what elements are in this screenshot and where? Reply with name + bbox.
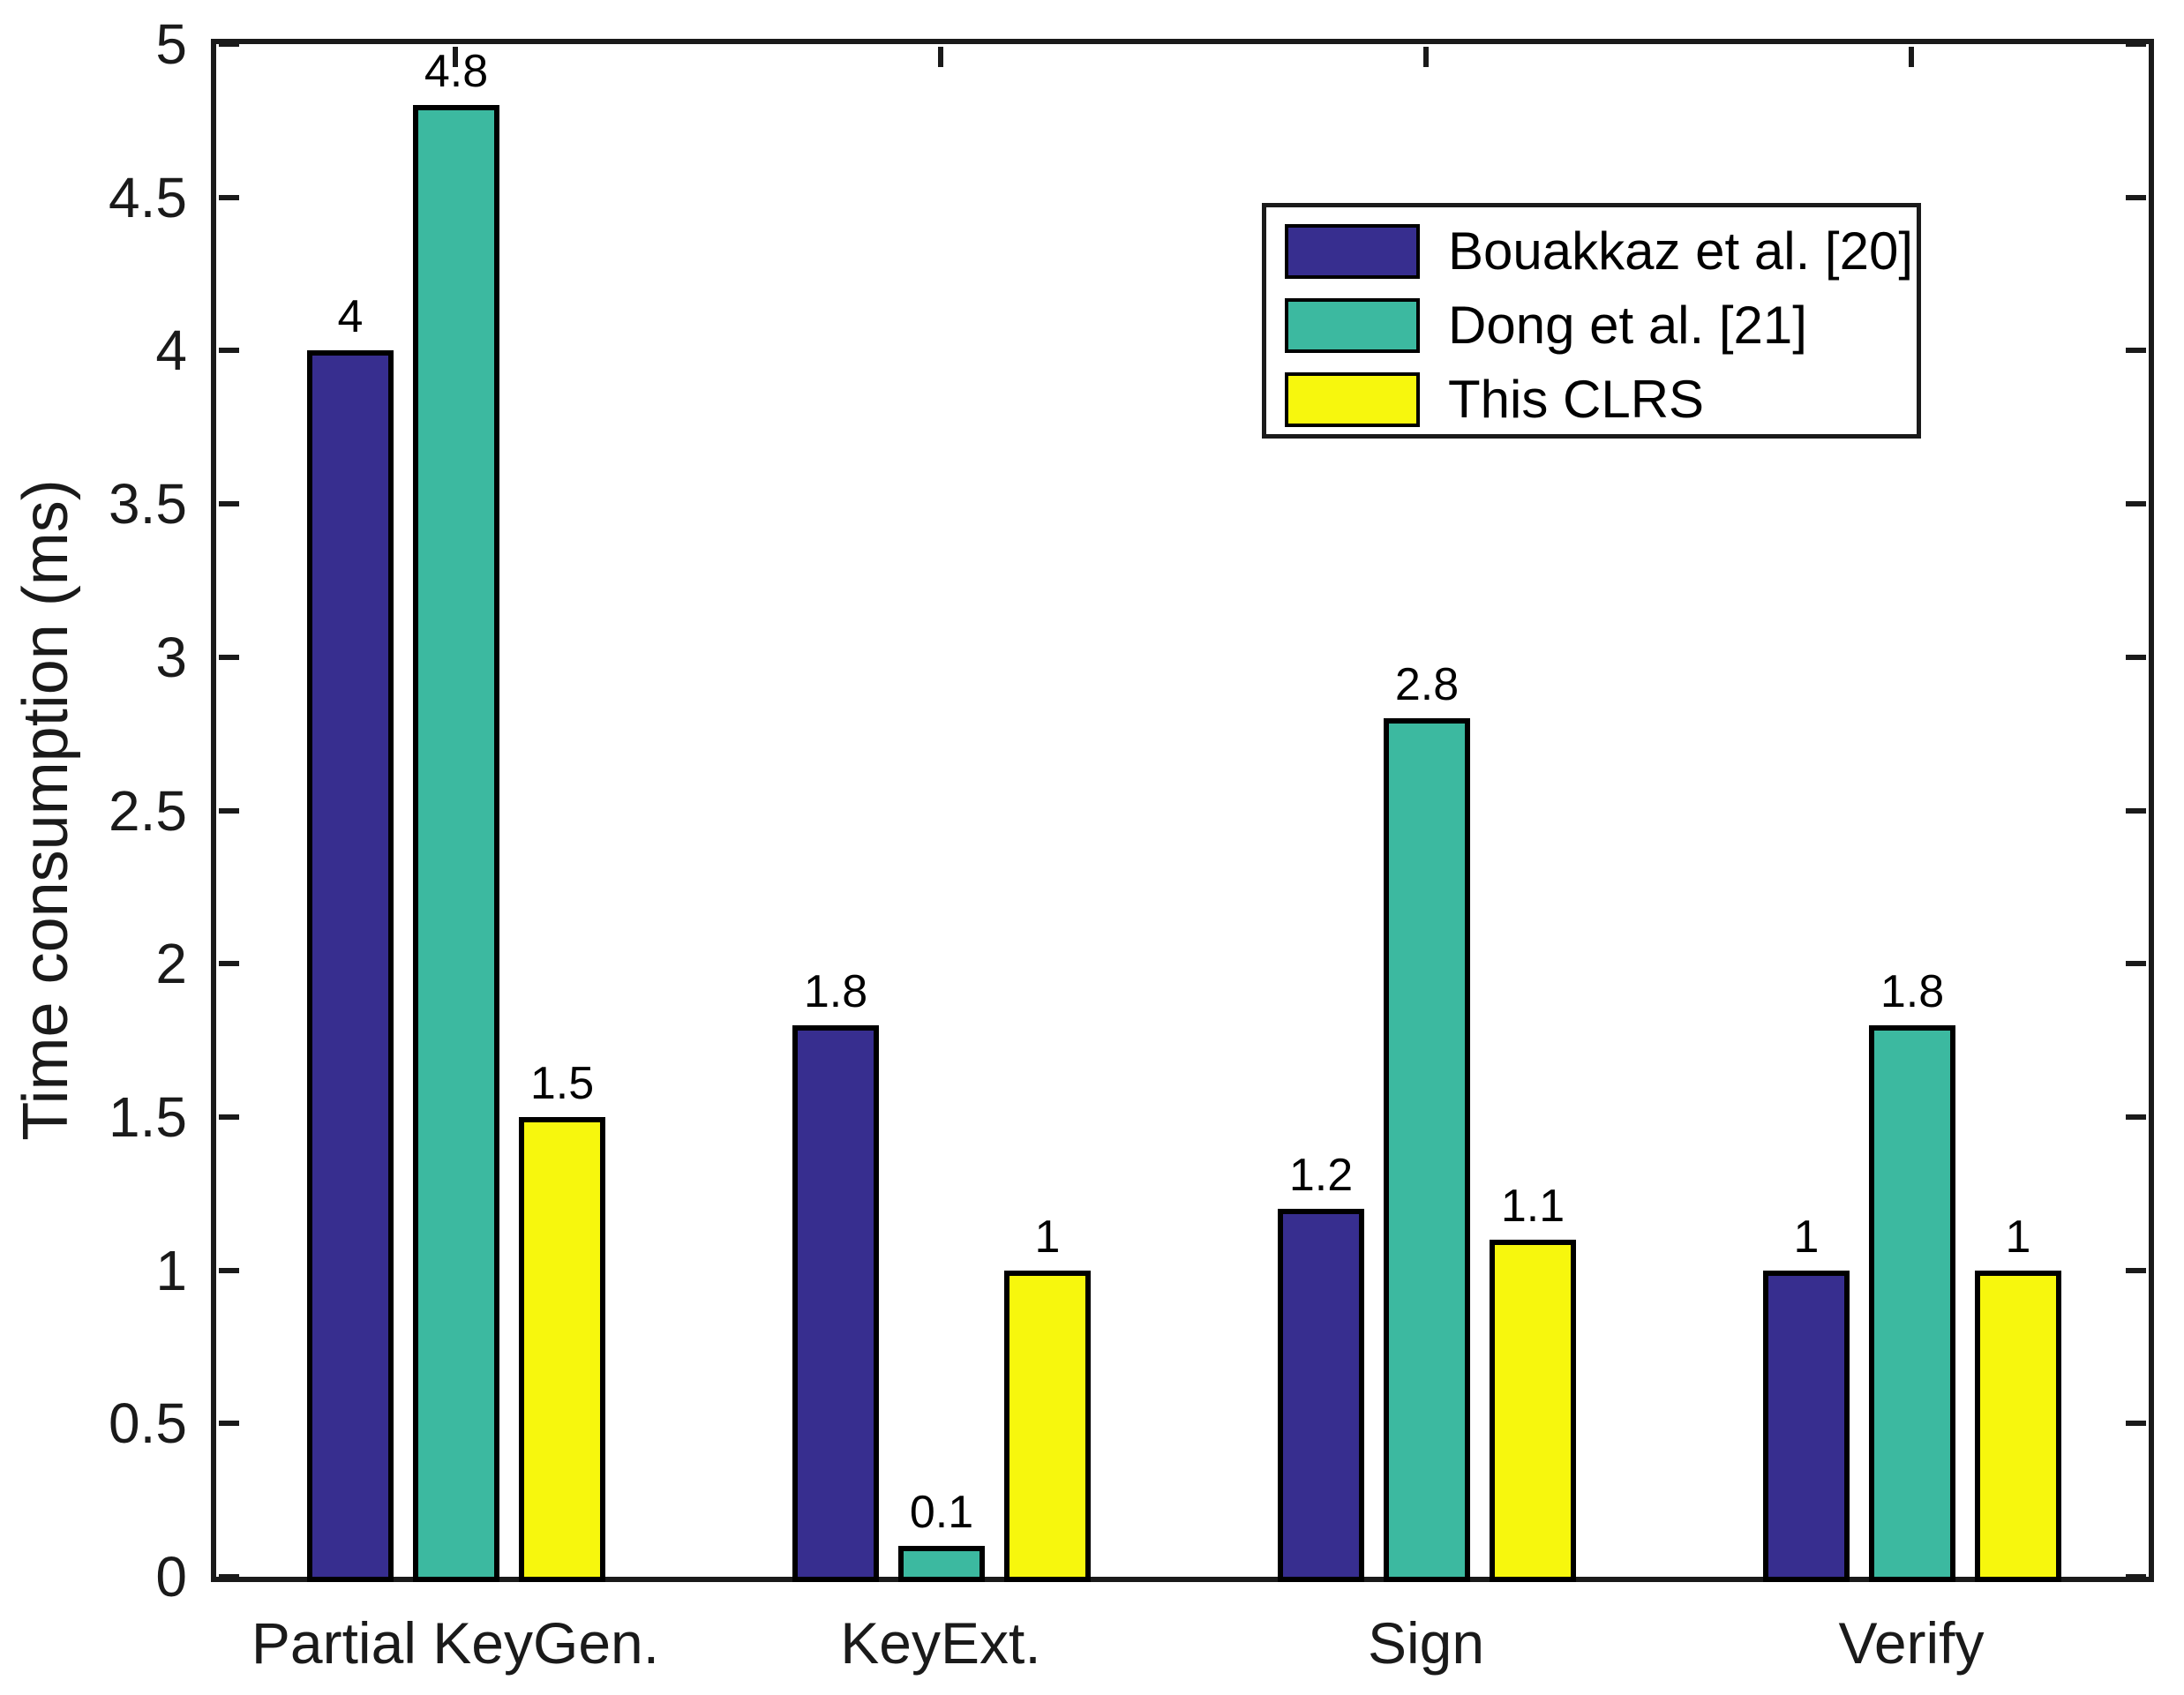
y-axis-tick bbox=[219, 41, 239, 47]
y-axis-tick bbox=[219, 195, 239, 200]
bar-value-label: 2.8 bbox=[1394, 659, 1460, 710]
plot-area bbox=[211, 39, 2154, 1582]
y-axis-tick-right bbox=[2126, 195, 2146, 200]
x-category-label: KeyExt. bbox=[840, 1610, 1041, 1676]
y-axis-tick bbox=[219, 348, 239, 353]
y-tick-label: 0 bbox=[155, 1545, 187, 1609]
x-axis-tick-top bbox=[1909, 47, 1914, 67]
y-tick-label: 3 bbox=[155, 626, 187, 689]
legend-swatch-1 bbox=[1285, 224, 1420, 279]
bar-value-label: 4 bbox=[337, 291, 364, 342]
x-category-label: Verify bbox=[1838, 1610, 1985, 1676]
bar-value-label: 0.1 bbox=[909, 1487, 974, 1538]
x-axis-tick-top bbox=[1423, 47, 1429, 67]
bar-2-2 bbox=[898, 1546, 985, 1582]
bar-3-2 bbox=[1004, 1271, 1091, 1582]
y-axis-tick-right bbox=[2126, 348, 2146, 353]
y-tick-label: 2 bbox=[155, 932, 187, 995]
bar-1-4 bbox=[1763, 1271, 1850, 1582]
legend-label-1: Bouakkaz et al. [20] bbox=[1448, 221, 1913, 281]
y-axis-tick bbox=[219, 1268, 239, 1273]
y-tick-label: 4.5 bbox=[109, 166, 187, 229]
y-axis-tick-right bbox=[2126, 1268, 2146, 1273]
y-axis-tick bbox=[219, 961, 239, 966]
legend-label-3: This CLRS bbox=[1448, 370, 1705, 429]
bar-value-label: 1.8 bbox=[1880, 966, 1945, 1017]
y-tick-label: 3.5 bbox=[109, 472, 187, 536]
y-axis-tick-right bbox=[2126, 961, 2146, 966]
bar-3-3 bbox=[1490, 1240, 1576, 1582]
y-axis-tick-right bbox=[2126, 1574, 2146, 1579]
y-axis-tick bbox=[219, 808, 239, 814]
bar-1-3 bbox=[1278, 1209, 1364, 1582]
bar-value-label: 4.8 bbox=[424, 46, 489, 97]
legend: Bouakkaz et al. [20] Dong et al. [21] This… bbox=[1262, 203, 1921, 439]
x-axis-tick-top bbox=[938, 47, 943, 67]
legend-label-2: Dong et al. [21] bbox=[1448, 296, 1807, 355]
y-axis-tick-right bbox=[2126, 808, 2146, 814]
legend-swatch-2 bbox=[1285, 298, 1420, 353]
legend-swatch-3 bbox=[1285, 372, 1420, 427]
bar-1-2 bbox=[792, 1025, 879, 1582]
bar-1-1 bbox=[307, 350, 394, 1582]
y-axis-label: Time consumption (ms) bbox=[11, 479, 81, 1141]
bar-value-label: 1.2 bbox=[1288, 1150, 1354, 1201]
bar-value-label: 1 bbox=[2005, 1211, 2031, 1263]
y-axis-tick bbox=[219, 1114, 239, 1120]
y-tick-label: 4 bbox=[155, 319, 187, 382]
y-axis-tick bbox=[219, 501, 239, 506]
bar-value-label: 1.1 bbox=[1500, 1181, 1565, 1232]
y-axis-tick-right bbox=[2126, 501, 2146, 506]
bar-value-label: 1 bbox=[1793, 1211, 1820, 1263]
y-axis-tick-right bbox=[2126, 41, 2146, 47]
y-axis-tick-right bbox=[2126, 1421, 2146, 1426]
y-axis-tick-right bbox=[2126, 1114, 2146, 1120]
bar-value-label: 1.5 bbox=[529, 1058, 595, 1109]
bar-2-1 bbox=[413, 105, 499, 1582]
y-axis-tick bbox=[219, 1574, 239, 1579]
y-axis-tick bbox=[219, 1421, 239, 1426]
y-tick-label: 0.5 bbox=[109, 1391, 187, 1455]
bar-value-label: 1.8 bbox=[803, 966, 868, 1017]
x-category-label: Partial KeyGen. bbox=[251, 1610, 660, 1676]
y-axis-tick-right bbox=[2126, 655, 2146, 660]
bar-2-3 bbox=[1384, 718, 1470, 1582]
y-axis-tick bbox=[219, 655, 239, 660]
x-category-label: Sign bbox=[1367, 1610, 1485, 1676]
y-tick-label: 1 bbox=[155, 1239, 187, 1302]
bar-3-1 bbox=[519, 1117, 605, 1582]
y-tick-label: 2.5 bbox=[109, 779, 187, 843]
x-axis-tick-top bbox=[453, 47, 458, 67]
bar-value-label: 1 bbox=[1034, 1211, 1061, 1263]
y-tick-label: 1.5 bbox=[109, 1085, 187, 1149]
bar-3-4 bbox=[1975, 1271, 2061, 1582]
y-tick-label: 5 bbox=[155, 12, 187, 76]
bar-2-4 bbox=[1869, 1025, 1955, 1582]
